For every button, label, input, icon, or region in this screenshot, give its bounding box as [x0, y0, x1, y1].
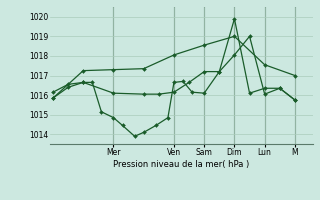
X-axis label: Pression niveau de la mer( hPa ): Pression niveau de la mer( hPa )	[113, 160, 250, 169]
